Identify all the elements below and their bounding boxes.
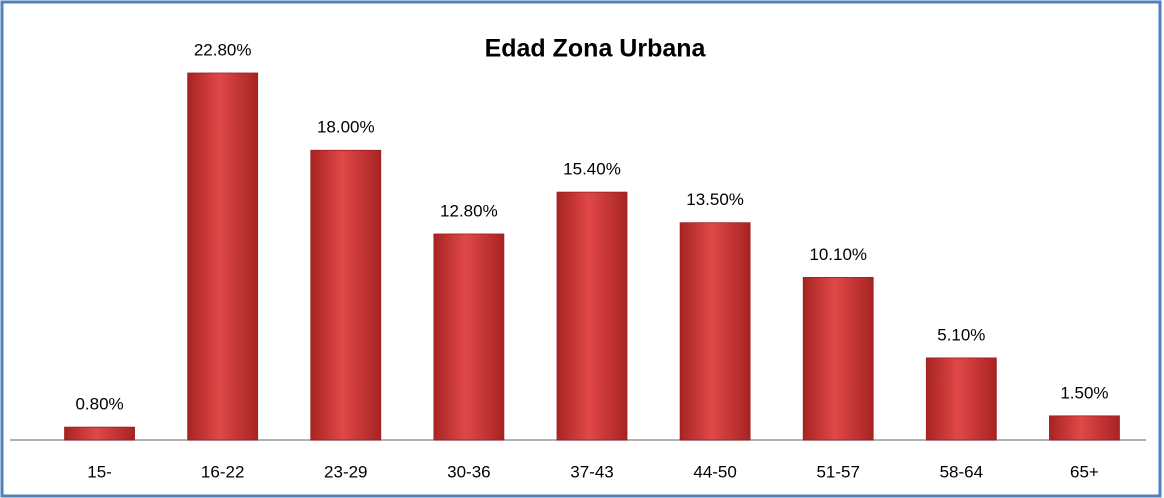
bar [187, 72, 259, 441]
chart-title: Edad Zona Urbana [485, 35, 707, 63]
x-tick-label: 37-43 [570, 462, 613, 481]
x-tick-label: 51-57 [816, 462, 859, 481]
value-label: 22.80% [194, 40, 252, 59]
x-tick-label: 23-29 [324, 462, 367, 481]
bar [925, 357, 997, 441]
value-label: 0.80% [75, 395, 123, 414]
x-tick-label: 44-50 [693, 462, 736, 481]
x-tick-label: 58-64 [940, 462, 983, 481]
value-label: 15.40% [563, 160, 621, 179]
bar [433, 233, 505, 441]
value-label: 1.50% [1060, 383, 1108, 402]
x-tick-label: 16-22 [201, 462, 244, 481]
bar [1049, 415, 1120, 441]
bar [679, 222, 751, 441]
bar [64, 426, 135, 441]
bar [310, 149, 382, 441]
value-label: 10.10% [809, 245, 867, 264]
value-label: 18.00% [317, 118, 375, 137]
bar [556, 191, 628, 441]
value-label: 5.10% [937, 325, 985, 344]
x-tick-label: 30-36 [447, 462, 490, 481]
x-tick-label: 15- [87, 462, 112, 481]
x-tick-label: 65+ [1070, 462, 1099, 481]
value-label: 13.50% [686, 190, 744, 209]
value-label: 12.80% [440, 201, 498, 220]
bar [802, 277, 874, 441]
